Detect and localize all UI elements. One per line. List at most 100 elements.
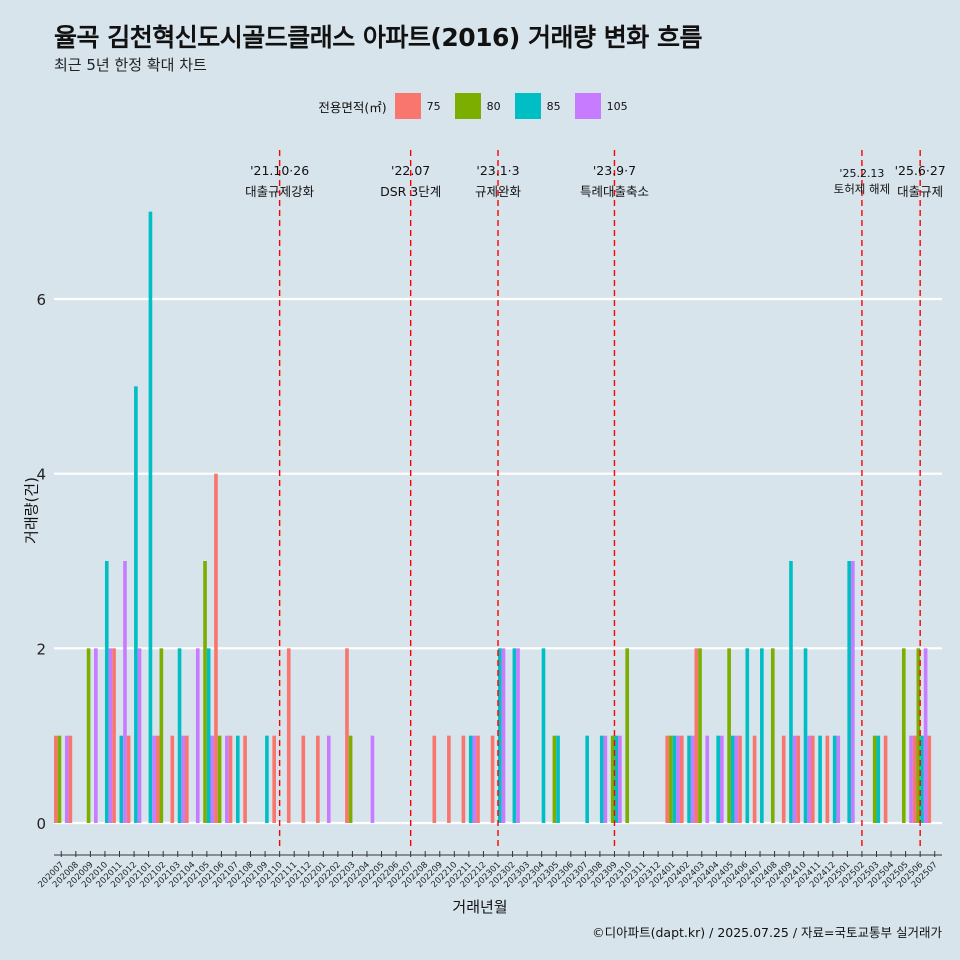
bar-85-202411	[818, 735, 822, 823]
bar-75-202011	[112, 648, 116, 823]
y-tick-label-2: 2	[36, 640, 46, 658]
y-tick-label-4: 4	[36, 466, 46, 484]
bar-105-202405	[734, 735, 739, 823]
bar-80-202102	[159, 648, 164, 823]
bar-85-202105	[206, 648, 211, 823]
bar-80-202505	[901, 648, 906, 823]
bar-75-202402	[679, 735, 684, 823]
bar-105-202204	[370, 735, 375, 823]
event-label-202301: 규제완화	[475, 184, 522, 199]
bar-85-202103	[177, 648, 182, 823]
legend-item-75: 75	[394, 93, 449, 119]
bar-85-202109	[265, 735, 269, 823]
source-caption: ©디아파트(dapt.kr) / 2025.07.25 / 자료=국토교통부 실…	[592, 925, 942, 940]
bar-85-202402	[687, 735, 691, 823]
bar-105-202301	[501, 648, 506, 823]
bar-85-202406	[745, 648, 750, 823]
bar-80-202310	[625, 648, 630, 823]
bar-80-202007	[57, 735, 62, 823]
event-label-202309: 특례대출축소	[580, 184, 649, 199]
legend-key-80	[454, 93, 481, 119]
bar-105-202007	[64, 735, 69, 823]
event-date-202207: '22.07	[391, 163, 430, 178]
legend-title: 전용면적(㎡)	[318, 99, 387, 115]
bar-85-202308	[599, 735, 604, 823]
legend-label-85: 85	[546, 99, 561, 113]
bar-85-202101	[148, 211, 153, 823]
bar-80-202309	[610, 735, 615, 823]
bar-75-202507	[927, 735, 932, 823]
bar-85-202307	[585, 735, 589, 823]
legend-key-105	[574, 93, 601, 119]
bar-105-202410	[807, 735, 811, 823]
bar-105-202104	[195, 648, 200, 823]
bar-75-202406	[738, 735, 742, 823]
bar-85-202401	[672, 735, 677, 823]
bar-80-202503	[872, 735, 877, 823]
bar-85-202305	[556, 735, 560, 823]
event-date-202506: '25.6·27	[895, 163, 946, 178]
bar-75-202111	[286, 648, 291, 823]
bar-85-202503	[876, 735, 881, 823]
bar-105-202211	[472, 735, 477, 823]
bar-80-202408	[770, 648, 775, 823]
bar-85-202010	[104, 561, 109, 823]
bar-75-202110	[272, 735, 276, 823]
bar-80-202106	[217, 735, 222, 823]
event-label-202502: 토허제 해제	[834, 182, 891, 196]
bar-80-202305	[552, 735, 557, 823]
event-label-202110: 대출규제강화	[245, 184, 315, 199]
y-tick-label-0: 0	[36, 815, 46, 833]
legend-label-105: 105	[606, 99, 628, 113]
bar-75-202212	[476, 735, 480, 823]
bar-75-202007	[54, 735, 58, 823]
bar-105-202505	[909, 735, 913, 823]
bar-105-202302	[516, 648, 520, 823]
legend-key-85	[514, 93, 541, 119]
bar-105-202412	[836, 735, 841, 823]
bar-75-202301	[490, 735, 495, 823]
bar-75-202008	[68, 735, 73, 823]
bar-85-202302	[512, 648, 517, 823]
bar-80-202405	[727, 648, 731, 823]
legend-label-80: 80	[486, 99, 501, 113]
bar-85-202107	[235, 735, 240, 823]
legend-item-85: 85	[514, 93, 569, 119]
bar-105-202308	[603, 735, 608, 823]
bar-105-202409	[792, 735, 797, 823]
bar-105-202106	[225, 735, 229, 823]
bar-80-202401	[669, 735, 673, 823]
bar-85-202301	[498, 648, 502, 823]
bar-75-202410	[796, 735, 801, 823]
bar-75-202506	[912, 735, 917, 823]
bar-85-202410	[803, 648, 808, 823]
bar-85-202412	[832, 735, 837, 823]
legend-item-80: 80	[454, 93, 509, 119]
bar-105-202010	[108, 648, 113, 823]
legend-label-75: 75	[426, 99, 441, 113]
bar-75-202407	[752, 735, 757, 823]
bar-80-202009	[86, 648, 91, 823]
bar-85-202506	[920, 735, 924, 823]
bar-85-202309	[614, 735, 619, 823]
bar-105-202506	[923, 648, 928, 823]
bar-75-202104	[185, 735, 189, 823]
bar-105-202101	[152, 735, 156, 823]
chart-title: 율곡 김천혁신도시골드클래스 아파트(2016) 거래량 변화 흐름	[54, 23, 702, 52]
bar-75-202012	[126, 735, 131, 823]
bar-75-202504	[883, 735, 888, 823]
bar-105-202105	[210, 735, 215, 823]
event-date-202301: '23.1·3	[476, 163, 519, 178]
bar-105-202011	[123, 561, 127, 823]
chart-subtitle: 최근 5년 한정 확대 차트	[54, 56, 207, 74]
bar-80-202403	[698, 648, 702, 823]
event-label-202506: 대출규제	[897, 184, 943, 199]
bar-80-202203	[348, 735, 353, 823]
bar-75-202210	[447, 735, 451, 823]
bar-75-202203	[345, 648, 349, 823]
event-date-202502: '25.2.13	[839, 167, 884, 180]
bar-105-202309	[618, 735, 622, 823]
bar-85-202404	[716, 735, 720, 823]
bar-85-202501	[847, 561, 852, 823]
